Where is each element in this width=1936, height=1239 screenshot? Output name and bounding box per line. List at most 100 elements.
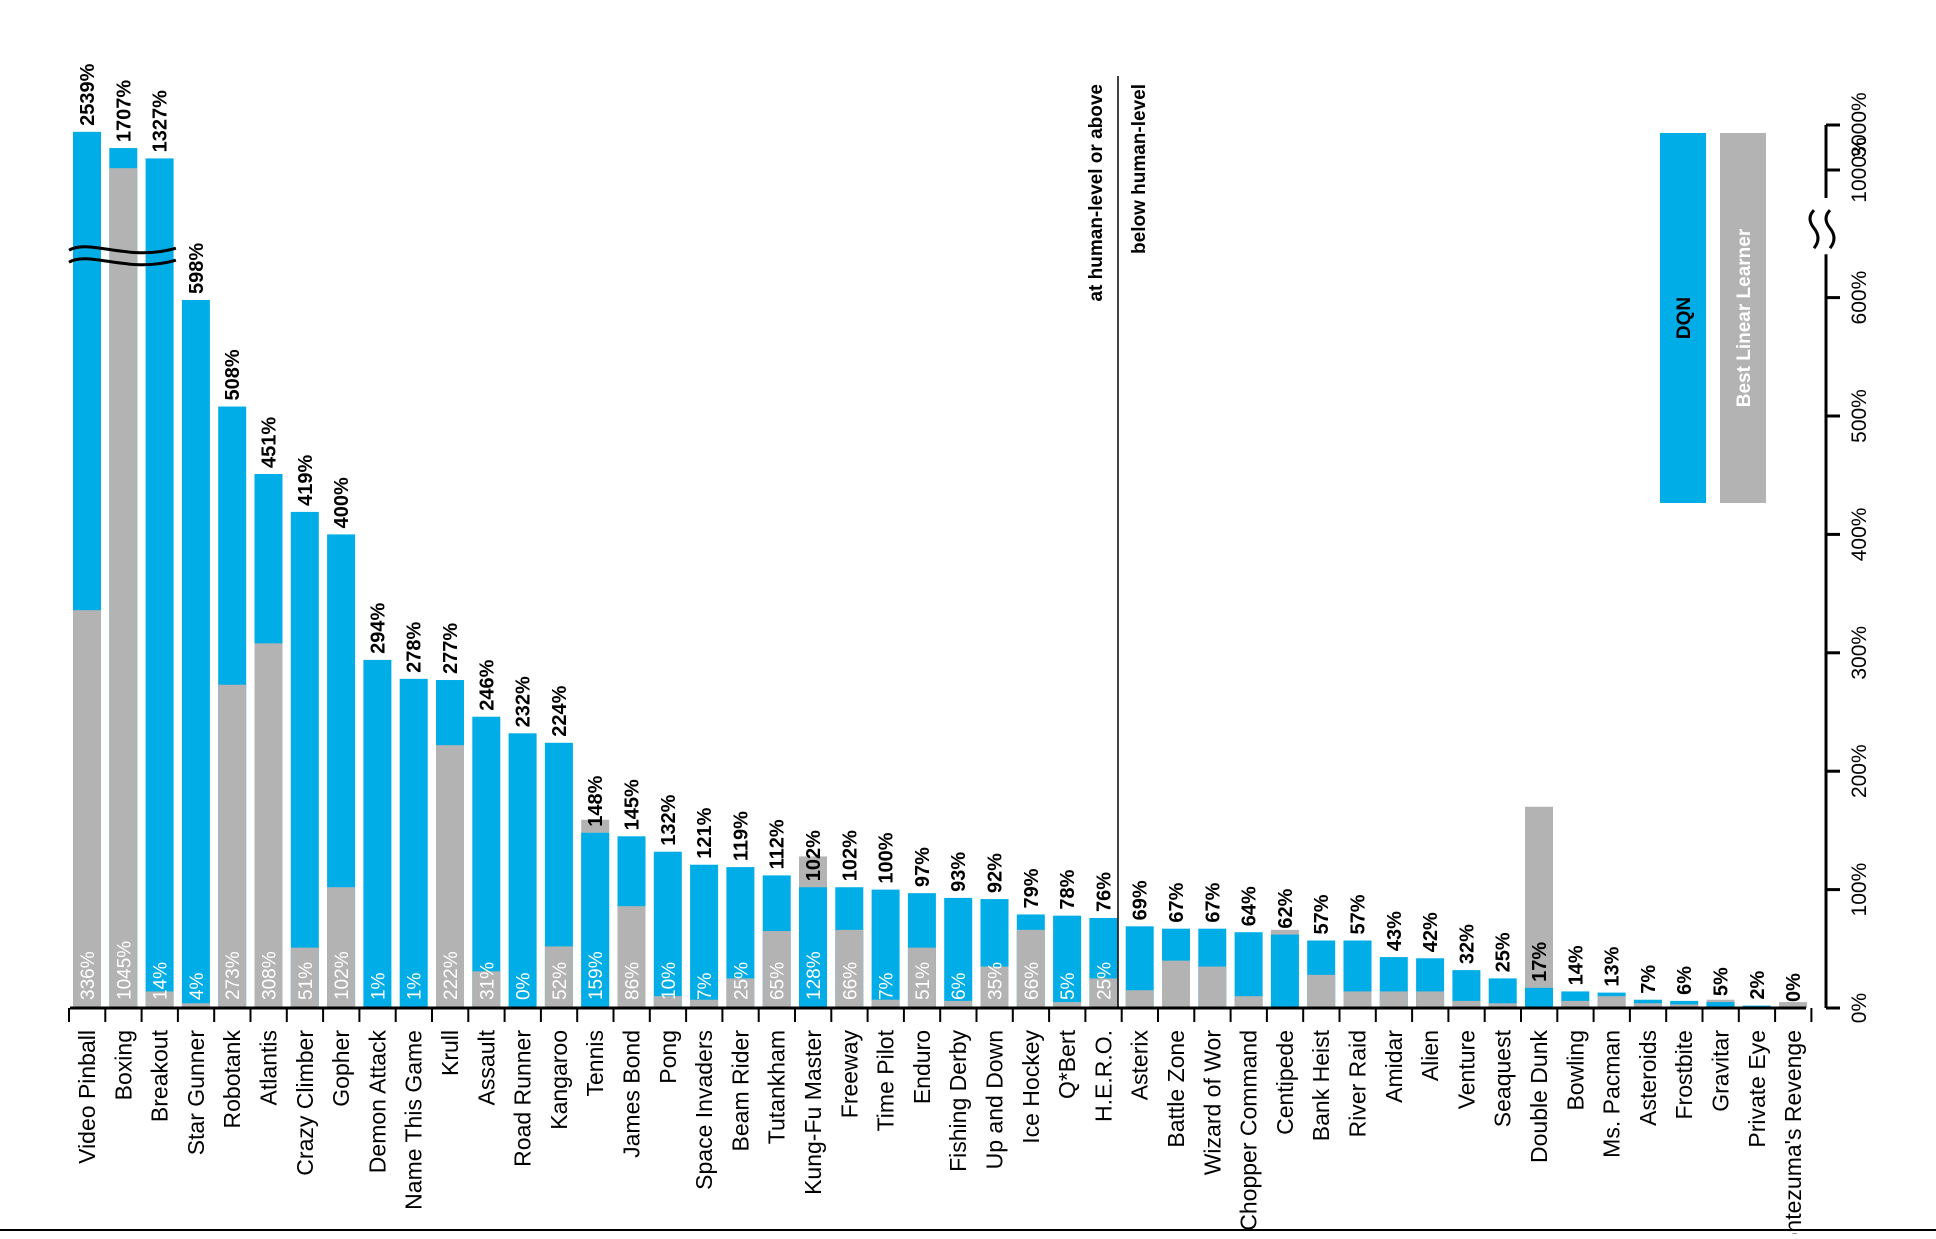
blr-bar <box>1162 960 1190 1008</box>
dqn-bar <box>508 733 537 1008</box>
dqn-bar <box>399 678 428 1008</box>
dqn-value-label: 294% <box>367 603 389 654</box>
axis-tick-label: 100% <box>1848 863 1871 917</box>
category-label: River Raid <box>1345 1030 1371 1137</box>
dqn-value-label: 119% <box>730 811 752 861</box>
blr-bar <box>109 168 138 1009</box>
blr-value-label: 52% <box>550 962 571 1000</box>
dqn-bar <box>1525 987 1553 1008</box>
dqn-value-label: 78% <box>1057 869 1079 909</box>
blr-bar <box>472 971 501 1008</box>
category-label: Up and Down <box>982 1030 1008 1169</box>
category-label: Time Pilot <box>873 1029 899 1131</box>
category-label: H.E.R.O. <box>1090 1030 1116 1122</box>
dqn-bar <box>871 889 900 1008</box>
dqn-value-label: 1707% <box>113 80 135 142</box>
bars-layer: 2539% 336% 1707% 1045% 1327% 14% 598% 4% 508% 273… <box>68 63 1808 1009</box>
blr-bar <box>1633 1003 1662 1008</box>
blr-value-label: 273% <box>223 951 244 1000</box>
category-label: Battle Zone <box>1163 1030 1189 1148</box>
axis-break-line <box>68 257 177 267</box>
category-label: Demon Attack <box>364 1030 390 1174</box>
blr-bar <box>1125 990 1154 1008</box>
blr-value-label: 128% <box>804 951 825 1000</box>
dqn-value-label: 2% <box>1747 971 1769 1000</box>
dqn-value-label: 451% <box>259 417 281 468</box>
dqn-value-label: 0% <box>1783 973 1805 1002</box>
category-label: Star Gunner <box>183 1030 209 1156</box>
axis-tick-label: 200% <box>1848 744 1871 798</box>
dqn-bar <box>1270 934 1299 1008</box>
blr-bar <box>762 931 791 1008</box>
dqn-value-label: 6% <box>1674 966 1696 995</box>
category-label: Alien <box>1417 1030 1443 1081</box>
blr-value-label: 0% <box>514 972 535 1000</box>
category-label: Double Dunk <box>1526 1030 1552 1163</box>
category-label: Breakout <box>147 1029 173 1122</box>
blr-bar <box>1307 974 1336 1008</box>
category-label: Video Pinball <box>74 1030 100 1164</box>
blr-bar <box>1561 1000 1590 1008</box>
axis-break <box>1808 209 1820 250</box>
blr-bar <box>1452 1000 1481 1008</box>
dqn-value-label: 64% <box>1239 886 1261 926</box>
blr-value-label: 66% <box>840 962 861 1000</box>
blr-value-label: 6% <box>949 972 970 1000</box>
category-label: Venture <box>1453 1030 1479 1109</box>
axis-tick-label: 1000% <box>1848 137 1871 202</box>
dqn-bar <box>1234 932 1263 1008</box>
blr-bar <box>1016 929 1045 1008</box>
blr-value-label: 14% <box>151 962 172 1000</box>
blr-value-label: 7% <box>877 972 898 1000</box>
category-axis: Video Pinball Boxing Breakout Star Gunner Ro… <box>0 1006 1936 1239</box>
dqn-bar <box>1488 978 1517 1008</box>
axis-tick-label: 3000% <box>1848 92 1871 157</box>
category-label: Bank Heist <box>1308 1029 1334 1141</box>
axis-tick-label: 400% <box>1848 508 1871 562</box>
category-label: Space Invaders <box>691 1030 717 1190</box>
blr-bar <box>544 946 573 1008</box>
dqn-value-label: 25% <box>1493 932 1515 972</box>
category-label: Assault <box>473 1029 499 1105</box>
blr-value-label: 308% <box>260 951 281 1000</box>
dqn-value-label: 148% <box>585 775 607 826</box>
dqn-value-label: 246% <box>476 659 498 710</box>
blr-value-label: 102% <box>332 951 353 1000</box>
dqn-value-label: 224% <box>549 685 571 736</box>
dqn-value-label: 14% <box>1565 945 1587 985</box>
category-label: Krull <box>437 1030 463 1076</box>
category-label: Ice Hockey <box>1018 1030 1044 1144</box>
category-label: Tutankham <box>764 1030 790 1144</box>
dqn-value-label: 112% <box>767 819 789 869</box>
dqn-bar <box>799 887 827 1008</box>
legend: DQN Best Linear Learner <box>1660 133 1766 503</box>
blr-bar <box>690 999 719 1008</box>
blr-bar <box>1597 996 1626 1008</box>
axis-tick-label: 600% <box>1848 271 1871 325</box>
dqn-value-label: 7% <box>1638 965 1660 994</box>
axis-tick-label: 0% <box>1848 993 1871 1023</box>
blr-bar <box>1343 991 1372 1008</box>
blr-bar <box>254 643 283 1008</box>
blr-bar <box>73 610 101 1008</box>
dqn-value-label: 2539% <box>77 63 99 125</box>
blr-value-label: 25% <box>1094 962 1115 1000</box>
category-label: Wizard of Wor <box>1199 1030 1225 1176</box>
blr-value-label: 222% <box>441 951 462 1000</box>
dqn-value-label: 97% <box>912 847 934 887</box>
dqn-value-label: 69% <box>1130 880 1152 920</box>
dqn-value-label: 62% <box>1275 888 1297 928</box>
human-level-divider: at human-level or above below human-level <box>1086 76 1150 1008</box>
dqn-value-label: 598% <box>186 243 208 294</box>
category-label: Private Eye <box>1744 1030 1770 1148</box>
category-label: Seaquest <box>1490 1029 1516 1127</box>
blr-value-label: 66% <box>1022 962 1043 1000</box>
category-label: Chopper Command <box>1236 1030 1262 1231</box>
dqn-bar <box>472 716 501 1008</box>
blr-bar <box>1089 978 1118 1008</box>
category-label: Asterix <box>1127 1030 1153 1101</box>
category-label: Enduro <box>909 1030 935 1104</box>
dqn-bar <box>944 897 973 1008</box>
dqn-bar <box>181 299 210 1008</box>
dqn-value-label: 17% <box>1529 942 1551 982</box>
